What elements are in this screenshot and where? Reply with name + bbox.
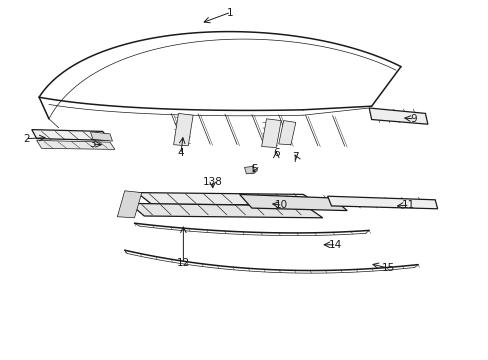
Text: 7: 7 xyxy=(292,152,299,162)
Text: 6: 6 xyxy=(272,148,279,158)
Text: 11: 11 xyxy=(401,200,414,210)
Polygon shape xyxy=(90,132,112,141)
Polygon shape xyxy=(32,130,110,140)
Text: 2: 2 xyxy=(23,134,30,144)
Polygon shape xyxy=(244,166,255,174)
Text: 14: 14 xyxy=(327,240,341,250)
Text: 10: 10 xyxy=(274,200,287,210)
Polygon shape xyxy=(239,194,346,211)
Text: 4: 4 xyxy=(177,148,184,158)
Polygon shape xyxy=(278,121,295,145)
Polygon shape xyxy=(117,191,142,218)
Text: 3: 3 xyxy=(89,139,96,149)
Polygon shape xyxy=(173,113,193,146)
Text: 12: 12 xyxy=(176,258,190,268)
Text: 15: 15 xyxy=(381,263,395,273)
Polygon shape xyxy=(37,140,115,149)
Polygon shape xyxy=(129,203,322,218)
Polygon shape xyxy=(261,119,281,148)
Text: 138: 138 xyxy=(203,177,222,187)
Text: 9: 9 xyxy=(409,114,416,124)
Polygon shape xyxy=(137,193,320,205)
Polygon shape xyxy=(327,196,437,209)
Polygon shape xyxy=(368,108,427,124)
Text: 5: 5 xyxy=(250,164,257,174)
Text: 1: 1 xyxy=(226,8,233,18)
